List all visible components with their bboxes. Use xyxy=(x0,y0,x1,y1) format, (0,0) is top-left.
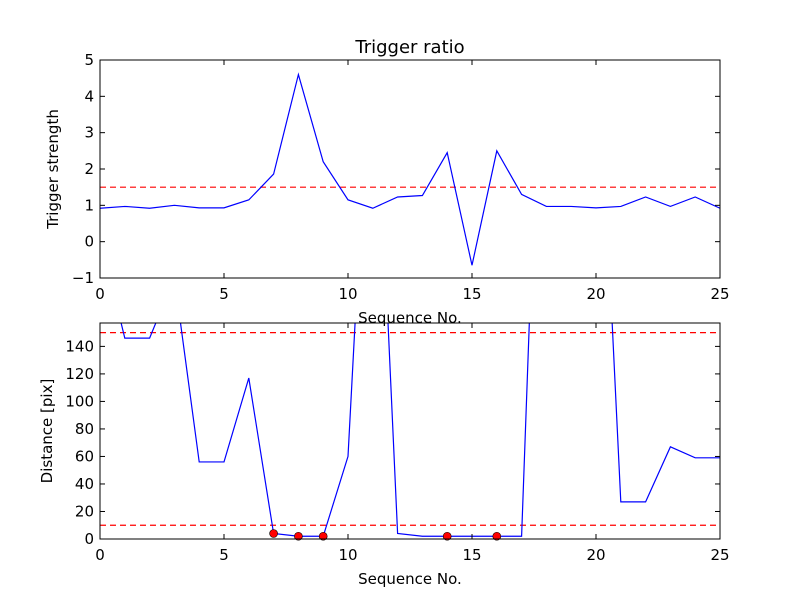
bottom-x-axis-label: Sequence No. xyxy=(358,570,462,588)
bottom-series-line-0 xyxy=(120,323,720,537)
top-y-tick-label: 0 xyxy=(84,233,94,251)
top-series-line-0 xyxy=(100,72,720,266)
bottom-x-tick-label: 25 xyxy=(710,546,729,564)
bottom-y-tick-label: 120 xyxy=(65,365,94,383)
top-y-tick-label: 4 xyxy=(84,87,94,105)
top-y-tick-label: 1 xyxy=(84,196,94,214)
top-y-ticks: −1 0 1 2 3 4 5 xyxy=(72,51,720,287)
top-y-tick-label: 2 xyxy=(84,160,94,178)
bottom-marker-point xyxy=(269,529,278,538)
bottom-x-ticks: 0 5 10 15 20 25 xyxy=(95,323,730,564)
bottom-y-tick-label: 40 xyxy=(75,475,94,493)
bottom-reference-lines xyxy=(100,332,720,526)
bottom-x-tick-label: 0 xyxy=(95,546,105,564)
bottom-x-tick-label: 10 xyxy=(338,546,357,564)
top-y-tick-label: 3 xyxy=(84,124,94,142)
bottom-markers xyxy=(269,529,502,541)
top-x-tick-label: 15 xyxy=(462,285,481,303)
top-chart-title: Trigger ratio xyxy=(354,37,464,58)
top-series-lines xyxy=(100,72,720,266)
top-plot-frame xyxy=(99,59,721,279)
top-x-tick-label: 20 xyxy=(586,285,605,303)
bottom-y-tick-label: 100 xyxy=(65,392,94,410)
top-x-tick-label: 0 xyxy=(95,285,105,303)
bottom-marker-point xyxy=(492,531,502,541)
bottom-x-tick-label: 20 xyxy=(586,546,605,564)
bottom-plot-frame xyxy=(99,322,721,540)
bottom-marker-point xyxy=(442,531,452,541)
bottom-chart: 0 5 10 15 20 25 0 20 40 60 80 100 120 140 Sequence N… xyxy=(38,322,730,588)
bottom-y-tick-label: 80 xyxy=(75,420,94,438)
top-y-tick-label: −1 xyxy=(72,269,94,287)
bottom-y-tick-label: 140 xyxy=(65,337,94,355)
bottom-marker-point xyxy=(294,531,303,541)
bottom-x-tick-label: 5 xyxy=(219,546,229,564)
bottom-marker-point xyxy=(318,531,328,541)
top-y-axis-label: Trigger strength xyxy=(44,109,62,230)
bottom-y-ticks: 0 20 40 60 80 100 120 140 xyxy=(65,337,720,548)
bottom-y-tick-label: 20 xyxy=(75,502,94,520)
bottom-y-tick-label: 60 xyxy=(75,447,94,465)
bottom-y-axis-label: Distance [pix] xyxy=(38,379,56,484)
bottom-series-lines xyxy=(120,323,720,537)
top-x-tick-label: 5 xyxy=(219,285,229,303)
bottom-x-tick-label: 15 xyxy=(462,546,481,564)
top-y-tick-label: 5 xyxy=(84,51,94,69)
top-x-tick-label: 25 xyxy=(710,285,729,303)
bottom-y-tick-label: 0 xyxy=(84,530,94,548)
top-x-axis-label: Sequence No. xyxy=(358,309,462,327)
top-x-tick-label: 10 xyxy=(338,285,357,303)
top-x-ticks: 0 5 10 15 20 25 xyxy=(95,60,730,303)
